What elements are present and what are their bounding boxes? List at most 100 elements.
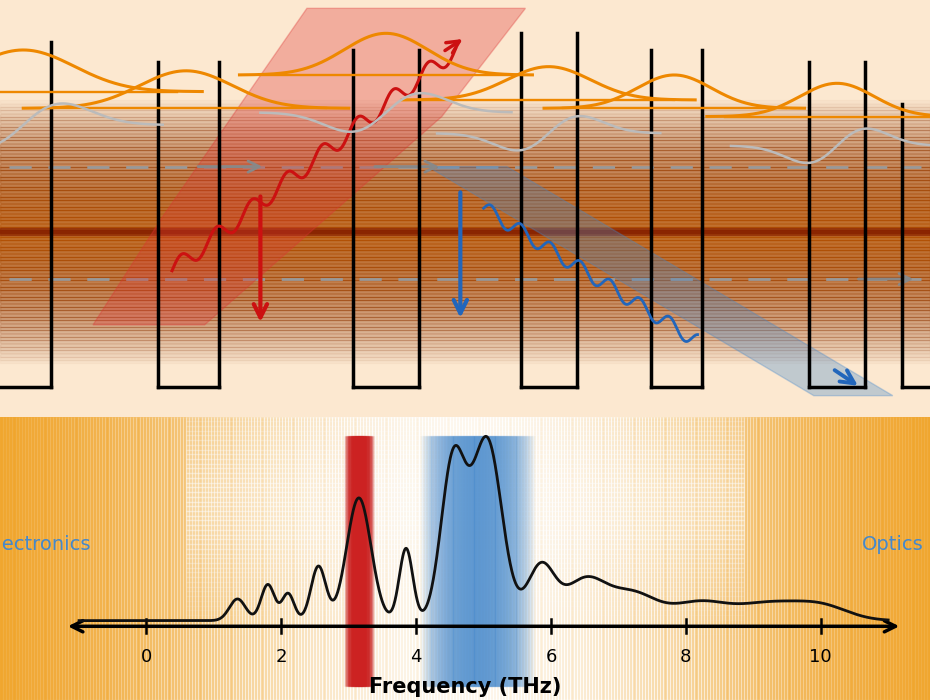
Bar bbox=[0, 157, 930, 160]
Bar bbox=[890, 416, 893, 700]
Bar bbox=[152, 416, 155, 700]
Bar bbox=[0, 253, 930, 257]
Bar bbox=[522, 436, 523, 686]
Bar bbox=[12, 416, 16, 700]
Bar bbox=[444, 416, 446, 700]
Bar bbox=[751, 416, 753, 700]
Bar bbox=[186, 478, 744, 483]
Bar bbox=[186, 620, 744, 624]
Bar bbox=[0, 257, 930, 260]
Bar bbox=[512, 416, 514, 700]
Bar bbox=[186, 568, 744, 573]
Bar bbox=[0, 280, 930, 284]
Bar bbox=[800, 416, 803, 700]
Bar bbox=[446, 436, 447, 686]
Bar bbox=[902, 416, 905, 700]
Bar bbox=[534, 436, 535, 686]
Bar bbox=[445, 436, 446, 686]
Bar bbox=[490, 436, 491, 686]
Bar bbox=[0, 300, 930, 303]
Bar bbox=[186, 634, 744, 638]
Bar bbox=[464, 436, 465, 686]
Bar bbox=[830, 416, 834, 700]
Bar bbox=[425, 436, 426, 686]
Bar bbox=[881, 416, 883, 700]
Bar bbox=[226, 416, 230, 700]
Bar bbox=[521, 416, 524, 700]
Bar bbox=[114, 416, 118, 700]
Bar bbox=[479, 436, 480, 686]
Bar bbox=[353, 416, 356, 700]
Bar bbox=[186, 487, 744, 492]
Bar bbox=[515, 436, 516, 686]
Bar bbox=[0, 267, 930, 270]
Bar bbox=[186, 445, 744, 449]
Bar bbox=[670, 416, 672, 700]
Bar bbox=[186, 606, 744, 610]
Bar bbox=[781, 416, 784, 700]
Bar bbox=[598, 416, 602, 700]
Bar bbox=[663, 416, 667, 700]
Bar bbox=[530, 436, 531, 686]
Bar bbox=[466, 436, 467, 686]
Bar bbox=[524, 436, 525, 686]
Bar bbox=[614, 416, 617, 700]
Bar bbox=[451, 436, 452, 686]
Bar bbox=[19, 416, 21, 700]
Bar bbox=[856, 416, 858, 700]
Bar bbox=[486, 416, 490, 700]
Bar bbox=[772, 416, 775, 700]
Bar bbox=[496, 416, 499, 700]
Bar bbox=[0, 327, 930, 330]
Polygon shape bbox=[93, 8, 525, 325]
Bar bbox=[186, 435, 744, 440]
Bar bbox=[501, 436, 502, 686]
Bar bbox=[0, 174, 930, 176]
Bar bbox=[632, 416, 635, 700]
Bar bbox=[737, 416, 741, 700]
Bar bbox=[0, 164, 930, 167]
Bar bbox=[592, 416, 595, 700]
Bar bbox=[477, 416, 481, 700]
Bar bbox=[672, 416, 676, 700]
Bar bbox=[0, 147, 930, 150]
Bar bbox=[0, 207, 930, 210]
Bar bbox=[475, 436, 476, 686]
Bar bbox=[16, 416, 19, 700]
Bar bbox=[198, 416, 202, 700]
Bar bbox=[328, 416, 332, 700]
Bar bbox=[412, 416, 416, 700]
Bar bbox=[37, 416, 40, 700]
Bar bbox=[338, 416, 341, 700]
Bar bbox=[923, 416, 927, 700]
Bar bbox=[760, 416, 763, 700]
Bar bbox=[691, 416, 695, 700]
Bar bbox=[186, 530, 744, 535]
Bar bbox=[512, 436, 513, 686]
Bar bbox=[474, 436, 475, 686]
Bar bbox=[567, 416, 570, 700]
Bar bbox=[472, 436, 473, 686]
Bar bbox=[485, 436, 486, 686]
Bar bbox=[202, 416, 205, 700]
Bar bbox=[747, 416, 751, 700]
Bar bbox=[456, 436, 457, 686]
Bar bbox=[254, 416, 258, 700]
Bar bbox=[189, 416, 193, 700]
Bar bbox=[514, 416, 518, 700]
Bar bbox=[186, 449, 744, 454]
Bar bbox=[421, 436, 422, 686]
Bar bbox=[511, 436, 512, 686]
Bar bbox=[728, 416, 732, 700]
Bar bbox=[0, 100, 930, 104]
Bar bbox=[437, 416, 440, 700]
Bar bbox=[695, 416, 698, 700]
Bar bbox=[121, 416, 124, 700]
Bar bbox=[186, 573, 744, 577]
Bar bbox=[688, 416, 691, 700]
Bar bbox=[844, 416, 846, 700]
Bar bbox=[149, 416, 152, 700]
Bar bbox=[186, 624, 744, 629]
Bar bbox=[465, 436, 466, 686]
Bar bbox=[790, 416, 793, 700]
